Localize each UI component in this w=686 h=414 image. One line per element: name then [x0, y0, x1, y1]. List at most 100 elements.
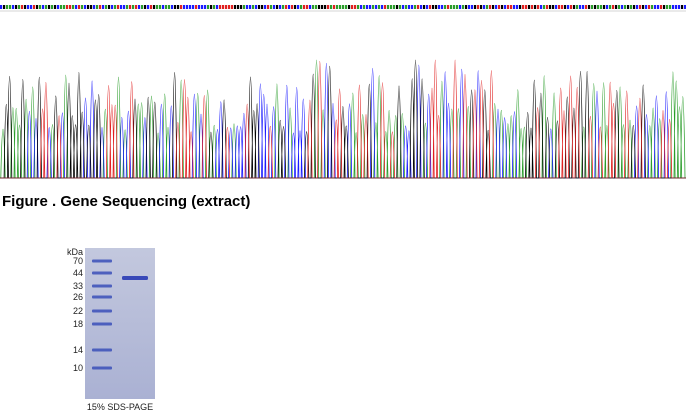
gel-caption: 15% SDS-PAGE: [87, 402, 153, 412]
trace: [0, 59, 686, 179]
sequence-base: [603, 5, 606, 9]
sequence-base: [180, 5, 183, 9]
sequence-base: [591, 5, 594, 9]
sequence-base: [219, 5, 222, 9]
ladder-band: [92, 271, 112, 275]
sequence-base: [357, 5, 360, 9]
sequence-base: [660, 5, 663, 9]
sequence-base: [90, 5, 93, 9]
sequence-base: [489, 5, 492, 9]
sequence-base: [12, 5, 15, 9]
sequence-base: [546, 5, 549, 9]
sequence-base: [222, 5, 225, 9]
sequence-base: [477, 5, 480, 9]
sequence-base: [420, 5, 423, 9]
marker-label: 33: [73, 281, 83, 291]
sequence-base: [387, 5, 390, 9]
sequence-base: [270, 5, 273, 9]
marker-label: 44: [73, 268, 83, 278]
sequence-base: [165, 5, 168, 9]
sequence-base: [519, 5, 522, 9]
sequence-base: [297, 5, 300, 9]
sequence-base: [639, 5, 642, 9]
sequence-base: [675, 5, 678, 9]
sequence-base: [123, 5, 126, 9]
sequence-base: [6, 5, 9, 9]
ladder-band: [92, 322, 112, 326]
sequence-base: [432, 5, 435, 9]
sequence-base: [126, 5, 129, 9]
sequence-base: [651, 5, 654, 9]
sequence-base: [372, 5, 375, 9]
sequence-base: [147, 5, 150, 9]
sequence-base: [528, 5, 531, 9]
sequence-base: [594, 5, 597, 9]
sequence-base: [669, 5, 672, 9]
sequence-base: [279, 5, 282, 9]
sequence-base: [282, 5, 285, 9]
sequence-base: [300, 5, 303, 9]
sequence-base: [423, 5, 426, 9]
sequence-base: [579, 5, 582, 9]
sequence-base: [240, 5, 243, 9]
sequence-base: [99, 5, 102, 9]
marker-label: 26: [73, 292, 83, 302]
sequence-base: [144, 5, 147, 9]
ladder-band: [92, 259, 112, 263]
sequence-base: [177, 5, 180, 9]
sequence-base: [216, 5, 219, 9]
sequence-base: [543, 5, 546, 9]
sequence-base: [258, 5, 261, 9]
sequence-base: [531, 5, 534, 9]
sequence-base: [174, 5, 177, 9]
sequence-base: [111, 5, 114, 9]
sequence-base: [168, 5, 171, 9]
sequence-base: [261, 5, 264, 9]
sequence-base: [537, 5, 540, 9]
sequence-base: [504, 5, 507, 9]
sequence-base: [468, 5, 471, 9]
sequence-base: [666, 5, 669, 9]
sequence-base: [516, 5, 519, 9]
sequence-base: [21, 5, 24, 9]
sequence-base: [474, 5, 477, 9]
sequence-base: [459, 5, 462, 9]
sequence-base: [588, 5, 591, 9]
sequence-base: [96, 5, 99, 9]
sequence-base: [483, 5, 486, 9]
sequence-base: [414, 5, 417, 9]
sequence-base: [57, 5, 60, 9]
sequence-base: [447, 5, 450, 9]
marker-label: 10: [73, 363, 83, 373]
sequence-base: [369, 5, 372, 9]
sequence-base: [429, 5, 432, 9]
sequence-base: [342, 5, 345, 9]
sequence-base: [636, 5, 639, 9]
sequence-base: [444, 5, 447, 9]
sequence-base: [3, 5, 6, 9]
sequence-base: [408, 5, 411, 9]
marker-label: 22: [73, 306, 83, 316]
sequence-base: [189, 5, 192, 9]
sequence-base: [48, 5, 51, 9]
sequence-base: [285, 5, 288, 9]
sequence-base: [654, 5, 657, 9]
sequence-base: [570, 5, 573, 9]
sequence-base: [339, 5, 342, 9]
sequence-base: [534, 5, 537, 9]
trace: [0, 59, 686, 179]
sequence-base: [135, 5, 138, 9]
sequence-base: [75, 5, 78, 9]
sequence-base: [63, 5, 66, 9]
sequence-base: [81, 5, 84, 9]
sequence-base: [24, 5, 27, 9]
sequence-base: [360, 5, 363, 9]
sequence-base: [132, 5, 135, 9]
sequence-base: [237, 5, 240, 9]
sequence-base: [678, 5, 681, 9]
sequence-base: [627, 5, 630, 9]
sequence-base: [210, 5, 213, 9]
sequence-base: [411, 5, 414, 9]
